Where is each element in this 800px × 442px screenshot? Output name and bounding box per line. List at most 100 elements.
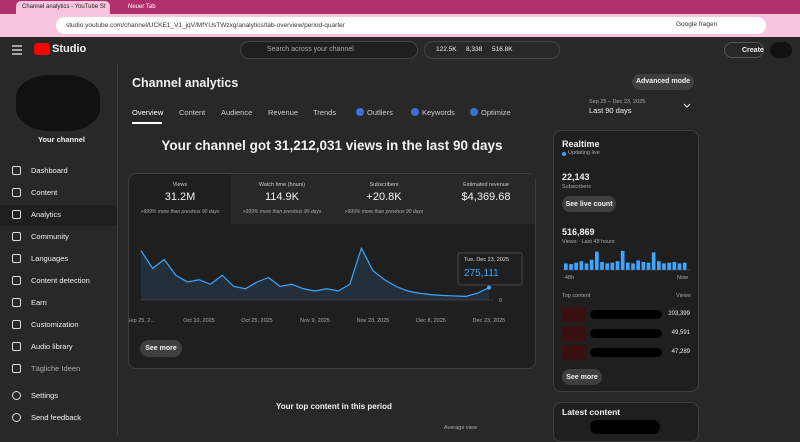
average-view: Average view [444,425,477,431]
see-live-count[interactable]: See live count [562,196,616,212]
metric-note: >999% more than previous 90 days [242,209,322,215]
nav-selected [0,205,117,226]
nav-item[interactable]: Content detection [12,276,90,285]
nav-label: Languages [31,254,69,263]
line [140,246,490,298]
metric-note: >999% more than previous 90 days [344,209,424,215]
metric-note: >999% more than previous 90 days [140,209,220,215]
tab[interactable]: Outliers [367,108,393,117]
bar [682,262,687,270]
nav-label: Customization [31,320,79,329]
metric-value: 114.9K [264,191,300,203]
tab[interactable]: Keywords [422,108,455,117]
top-views: 47,289 [671,349,690,355]
search[interactable]: Search across your channel [240,41,418,59]
bar [651,252,656,270]
realtime-title: Realtime [562,139,600,149]
top-content: Top content [562,293,591,299]
channel-avatar [16,75,100,131]
see-more[interactable]: See more [140,340,182,357]
nav-item[interactable]: Earn [12,298,47,307]
menu-icon[interactable] [12,45,22,55]
metric-value: $4,369.68 [461,191,511,203]
tab[interactable]: Trends [313,108,337,117]
x-tick-label: Nov 23, 2025 [357,318,390,324]
tab-strip [0,0,800,14]
metric-label: Views [172,182,188,188]
dropdown[interactable] [683,103,691,109]
bar [662,263,666,270]
divider [117,63,118,435]
logo-icon [34,43,50,55]
period[interactable]: Last 90 days [589,106,632,115]
tab-icon [356,108,364,116]
tab[interactable]: Overview [132,108,164,117]
see-more[interactable]: See more [562,369,602,385]
nav-item[interactable]: Customization [12,320,79,329]
subscribers-label: Subscribers [562,184,592,190]
bar [620,250,625,270]
thumbnail [562,345,586,360]
tab-icon [411,108,419,116]
tooltip [457,252,523,286]
subscribers: 22,143 [562,172,590,182]
point [487,285,491,290]
nav-item[interactable]: Languages [12,254,68,263]
views: 516,869 [562,227,595,237]
metric-label: Estimated revenue [463,182,509,188]
bar [595,251,599,270]
tooltip-value: 275,111 [464,268,499,279]
tab-underline [132,122,162,124]
nav-label: Dashboard [31,166,68,175]
stat: 516.8K [492,46,513,53]
nav-label: Content detection [31,276,90,285]
avatar[interactable] [770,42,792,58]
tab[interactable]: Optimize [481,108,511,117]
nav-item[interactable]: Audio library [12,342,73,351]
x-tick-label: Dec 23, 2025 [473,318,506,324]
nav-item[interactable]: Dashboard [12,166,68,175]
nav-item[interactable]: Analytics [12,210,61,219]
tab[interactable]: Channel analytics - YouTube St [16,1,110,14]
advanced-mode[interactable]: Advanced mode [632,74,694,90]
logo: Studio [52,43,87,55]
nav-item[interactable]: Community [12,232,69,241]
stats-box [424,41,560,59]
nav-item[interactable]: Send feedback [12,413,81,422]
metric-row [231,174,535,224]
address-bar[interactable]: studio.youtube.com/channel/UCKE1_V1_jqV/… [56,17,766,34]
thumbnail [562,307,586,322]
latest: Latest content [562,407,621,417]
bar [667,262,671,270]
metric-label: Subscribers [369,182,399,188]
nav-item[interactable]: Settings [12,391,58,400]
translate[interactable]: Google fragen [676,21,718,28]
tab[interactable]: Content [179,108,206,117]
redacted [590,329,662,338]
nav-item[interactable]: Tägliche Ideen [12,364,80,373]
end-label: Now [677,275,688,281]
redacted [590,420,660,434]
tooltip-date: Tue, Dec 23, 2025 [464,257,509,263]
tab[interactable]: Revenue [268,108,299,117]
tab[interactable]: Audience [221,108,253,117]
nav-label: Tägliche Ideen [31,364,81,373]
bar [584,263,589,270]
headline: Your channel got 31,212,031 views in the… [161,138,503,153]
metric-value: +20.8K [366,191,402,203]
top-period: Your top content in this period [276,402,392,411]
top-views: 203,399 [668,311,690,317]
views-chart: 0 Sep 25, 2... Oct 10, 2025 Oct 25, 2025 Nov… [129,246,523,324]
x-tick-label: Nov 9, 2025 [300,318,330,324]
tab[interactable]: Neuer Tab [128,4,156,10]
bar [579,261,584,270]
area [141,248,489,300]
bar [605,263,609,270]
create-button[interactable]: Create [724,42,764,58]
nav-label: Earn [31,298,47,307]
stat: 8,338 [466,46,483,53]
bar [589,259,594,270]
bar [626,262,630,270]
redacted [590,310,662,319]
nav-item[interactable]: Content [12,188,57,197]
